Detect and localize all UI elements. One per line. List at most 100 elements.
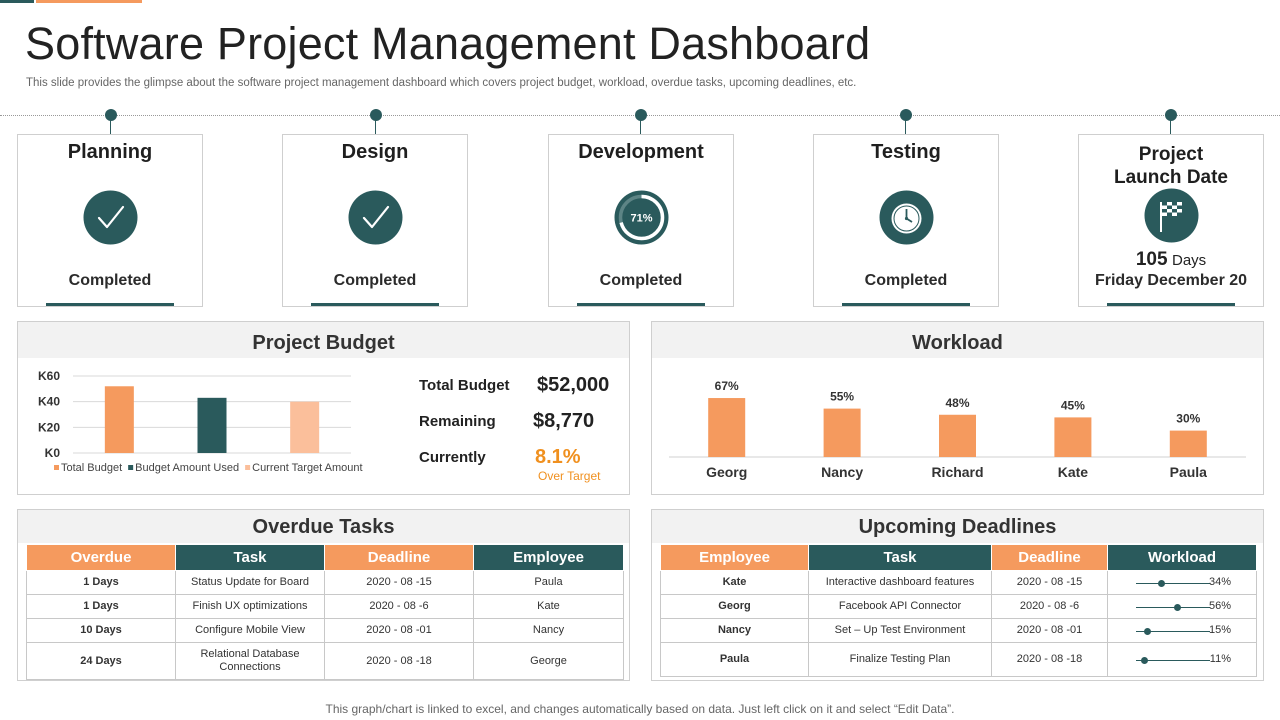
upcoming-deadlines-panel: Upcoming Deadlines Employee Task Deadlin…	[651, 509, 1264, 681]
bar-data-label: 67%	[715, 379, 739, 393]
workload-bar[interactable]	[708, 398, 746, 457]
timeline-dot	[105, 109, 117, 121]
table-row: 1 Days Status Update for Board 2020 - 08…	[26, 570, 624, 595]
legend-swatch	[245, 465, 251, 470]
deadline-cell: 2020 - 08 -18	[991, 642, 1108, 677]
workload-panel: Workload 67% Georg 55% Nancy 48% Richard 45% Ka…	[651, 321, 1264, 495]
overdue-cell: 24 Days	[26, 642, 176, 680]
workload-slider-knob[interactable]	[1144, 627, 1152, 635]
deadline-cell: 2020 - 08 -01	[324, 618, 474, 643]
workload-percent: 11%	[1209, 652, 1231, 665]
legend-swatch	[54, 465, 59, 470]
remaining-label: Remaining	[419, 413, 496, 430]
overdue-cell: 1 Days	[26, 570, 176, 595]
timeline-stem	[110, 120, 111, 134]
workload-slider-track	[1136, 630, 1210, 632]
total-budget-value: $52,000	[537, 374, 610, 396]
budget-bar[interactable]	[197, 397, 227, 453]
launch-days-number: 105	[1135, 249, 1168, 270]
launch-title-line1: Project	[1138, 144, 1204, 165]
column-header-employee: Employee	[473, 544, 624, 571]
currently-label: Currently	[419, 449, 486, 466]
stage-status: Completed	[864, 272, 948, 289]
task-cell: Configure Mobile View	[175, 618, 325, 643]
workload-bar[interactable]	[823, 408, 861, 457]
y-tick-label: K0	[45, 446, 61, 460]
workload-cell: 34%	[1107, 570, 1257, 595]
table-row: 1 Days Finish UX optimizations 2020 - 08…	[26, 594, 624, 619]
panel-heading: Upcoming Deadlines	[652, 510, 1263, 543]
top-accent-dark	[0, 0, 34, 3]
category-label: Paula	[1170, 464, 1208, 480]
timeline-stem	[375, 120, 376, 134]
y-tick-label: K20	[38, 420, 60, 434]
task-cell: Interactive dashboard features	[808, 570, 992, 595]
budget-bar[interactable]	[104, 386, 134, 453]
stage-card-design: Design Completed	[282, 134, 468, 307]
stage-underline	[1107, 303, 1235, 306]
column-header-overdue: Overdue	[26, 544, 176, 571]
timeline-dot	[635, 109, 647, 121]
workload-slider-knob[interactable]	[1174, 603, 1182, 611]
currently-value: 8.1%	[535, 446, 581, 468]
column-header-task: Task	[808, 544, 992, 571]
y-tick-label: K40	[38, 395, 60, 409]
stage-underline	[577, 303, 705, 306]
category-label: Kate	[1058, 464, 1089, 480]
workload-slider-knob[interactable]	[1141, 656, 1149, 664]
workload-bar[interactable]	[1054, 417, 1092, 457]
legend-swatch	[128, 465, 134, 470]
panel-heading: Overdue Tasks	[18, 510, 629, 543]
category-label: Georg	[706, 464, 747, 480]
launch-days: 105 Days	[1079, 249, 1263, 271]
deadline-cell: 2020 - 08 -15	[324, 570, 474, 595]
footer-note: This graph/chart is linked to excel, and…	[325, 702, 955, 716]
table-row: 24 Days Relational Database Connections …	[26, 642, 624, 680]
table-row: 10 Days Configure Mobile View 2020 - 08 …	[26, 618, 624, 643]
bar-data-label: 55%	[830, 390, 854, 404]
stopwatch-icon	[879, 190, 934, 245]
workload-slider-track	[1136, 582, 1210, 584]
stage-card-launch: Project Launch Date 105 Days Friday Dece…	[1078, 134, 1264, 307]
stage-card-testing: Testing Completed	[813, 134, 999, 307]
workload-slider-knob[interactable]	[1158, 579, 1166, 587]
column-header-deadline: Deadline	[324, 544, 474, 571]
deadline-cell: 2020 - 08 -01	[991, 618, 1108, 643]
deadline-cell: 2020 - 08 -18	[324, 642, 474, 680]
top-accent-orange	[36, 0, 142, 3]
progress-ring-icon: 71%	[614, 190, 669, 245]
workload-bar-chart[interactable]: 67% Georg 55% Nancy 48% Richard 45% Kate 30% Paul…	[652, 362, 1263, 494]
workload-cell: 11%	[1107, 642, 1257, 677]
stage-card-development: Development 71% Completed	[548, 134, 734, 307]
overdue-tasks-table: Overdue Task Deadline Employee 1 Days St…	[26, 544, 624, 680]
task-cell: Facebook API Connector	[808, 594, 992, 619]
table-row: Paula Finalize Testing Plan 2020 - 08 -1…	[660, 642, 1257, 677]
bar-data-label: 30%	[1176, 412, 1200, 426]
stage-title: Testing	[871, 141, 941, 163]
workload-bar[interactable]	[1169, 430, 1207, 457]
column-header-employee: Employee	[660, 544, 809, 571]
table-row: Georg Facebook API Connector 2020 - 08 -…	[660, 594, 1257, 619]
employee-cell: Nancy	[660, 618, 809, 643]
stage-title: Planning	[67, 141, 153, 163]
panel-heading: Workload	[652, 322, 1263, 358]
timeline-dot	[1165, 109, 1177, 121]
deadline-cell: 2020 - 08 -15	[991, 570, 1108, 595]
checkmark-icon	[348, 190, 403, 245]
upcoming-deadlines-table: Employee Task Deadline Workload Kate Int…	[660, 544, 1257, 677]
workload-bar[interactable]	[939, 414, 976, 457]
workload-slider-track	[1136, 606, 1210, 608]
checkered-flag-icon	[1144, 188, 1199, 243]
currently-note: Over Target	[538, 469, 601, 483]
legend-label: Budget Amount Used	[135, 462, 239, 474]
stage-underline	[842, 303, 970, 306]
stage-status: Completed	[599, 272, 683, 289]
budget-bar[interactable]	[290, 401, 320, 453]
workload-percent: 56%	[1208, 599, 1231, 612]
budget-bar-chart[interactable]: K0 K20 K40 K60 Total Budget Budget Amount Use…	[18, 362, 388, 494]
timeline-stem	[640, 120, 641, 134]
stage-status: Completed	[333, 272, 417, 289]
remaining-value: $8,770	[533, 410, 595, 432]
task-cell: Finalize Testing Plan	[808, 642, 992, 677]
bar-data-label: 45%	[1061, 398, 1085, 412]
